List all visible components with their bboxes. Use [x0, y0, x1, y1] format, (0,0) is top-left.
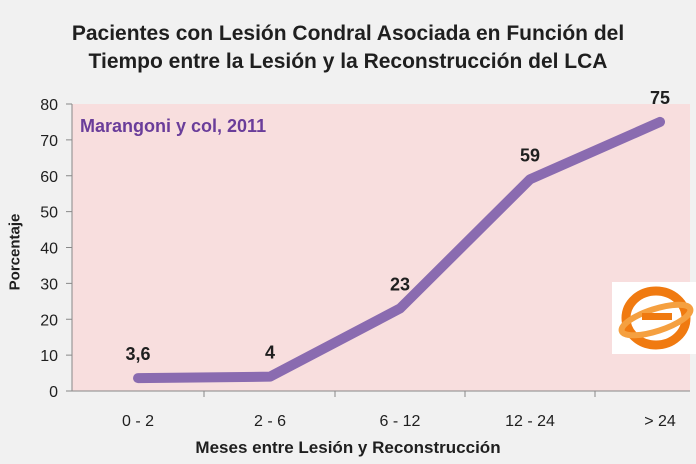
series-line	[133, 116, 665, 384]
x-tick-label: 6 - 12	[380, 413, 421, 430]
data-label: 59	[520, 145, 540, 165]
y-axis-label: Porcentaje	[6, 213, 24, 291]
chart-title: Pacientes con Lesión Condral Asociada en…	[0, 20, 696, 76]
y-tick-label: 50	[40, 205, 58, 222]
data-label: 4	[265, 343, 275, 363]
y-tick-label: 80	[40, 97, 58, 114]
chart-title-line-1: Pacientes con Lesión Condral Asociada en…	[71, 22, 625, 45]
y-ticks: 0 10 20 30 40 50 60 70 80	[40, 97, 72, 401]
y-tick-label: 30	[40, 276, 58, 293]
y-tick-label: 0	[49, 384, 58, 401]
logo-icon	[612, 282, 696, 354]
y-tick-label: 70	[40, 133, 58, 150]
source-annotation: Marangoni y col, 2011	[80, 116, 267, 136]
y-tick-label: 60	[40, 169, 58, 186]
x-tick-label: > 24	[644, 413, 676, 430]
x-axis-label: Meses entre Lesión y Reconstrucción	[195, 438, 501, 457]
data-labels: 3,6 4 23 59 75	[125, 88, 670, 364]
data-label: 23	[390, 274, 410, 294]
y-tick-label: 10	[40, 348, 58, 365]
chart-title-line-2: Tiempo entre la Lesión y la Reconstrucci…	[88, 50, 608, 73]
x-tick-label: 2 - 6	[254, 413, 286, 430]
data-label: 75	[650, 88, 670, 108]
x-ticks: 0 - 2 2 - 6 6 - 12 12 - 24 > 24	[122, 391, 676, 430]
data-label: 3,6	[125, 344, 150, 364]
x-tick-label: 12 - 24	[505, 413, 555, 430]
y-tick-label: 20	[40, 312, 58, 329]
x-tick-label: 0 - 2	[122, 413, 154, 430]
y-tick-label: 40	[40, 241, 58, 258]
